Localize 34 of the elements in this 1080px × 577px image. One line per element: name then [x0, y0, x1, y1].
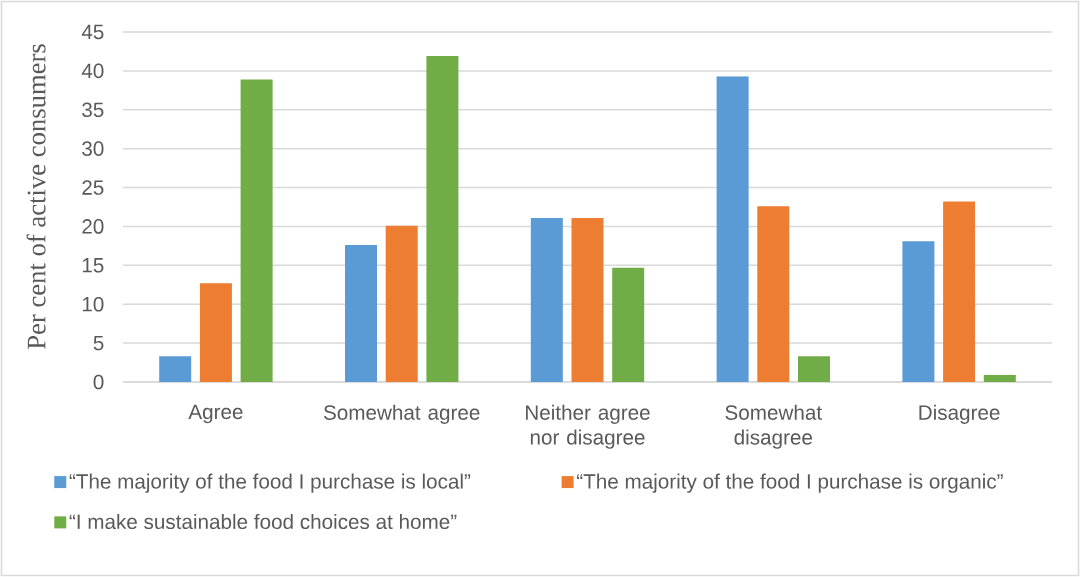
y-tick-label: 20 [82, 219, 104, 234]
y-tick-label: 0 [93, 374, 104, 390]
bar [159, 356, 192, 382]
y-tick-label: 35 [82, 102, 104, 118]
y-tick-label: 5 [93, 335, 104, 351]
bar [571, 217, 604, 382]
legend-label: “The majority of the food I purchase is local” [69, 473, 471, 493]
y-axis-title: Per cent of active consumers [26, 44, 46, 349]
bar [902, 241, 935, 382]
y-tick-label: 30 [82, 141, 104, 156]
bar [345, 245, 378, 382]
bar [385, 225, 418, 382]
y-tick-label: 15 [82, 258, 104, 273]
x-tick-label: Disagree [919, 404, 1000, 424]
bar [716, 76, 749, 382]
bar [798, 356, 830, 382]
bar [612, 267, 645, 382]
x-tick-label: Somewhat disagree [725, 404, 822, 449]
bar [199, 283, 232, 382]
y-tick-label: 45 [81, 24, 104, 40]
x-tick-label: Somewhat agree [323, 404, 480, 424]
bar [240, 79, 273, 382]
bar [757, 206, 790, 382]
y-tick-label: 10 [82, 296, 104, 312]
legend-label: “The majority of the food I purchase is organic” [577, 473, 1003, 493]
bar [943, 201, 976, 382]
y-tick-label: 25 [82, 180, 104, 195]
x-tick-label: Agree [188, 404, 243, 424]
x-tick-label: Neither agree nor disagree [526, 404, 650, 449]
y-tick-label: 40 [81, 63, 104, 79]
bar [983, 374, 1016, 382]
bar [426, 56, 459, 382]
bar [530, 217, 563, 382]
legend-label: “I make sustainable food choices at home” [69, 513, 457, 530]
